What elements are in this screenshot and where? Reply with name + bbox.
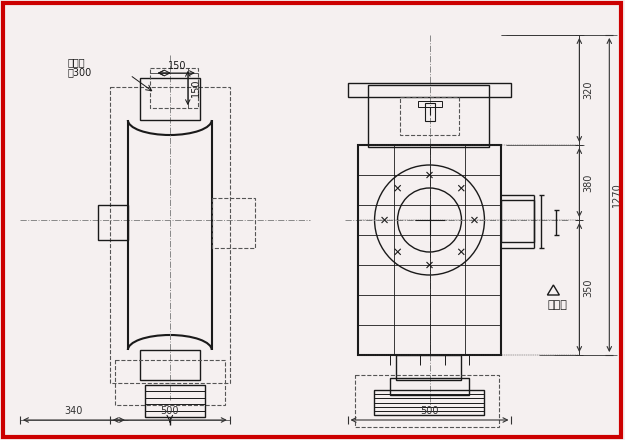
Bar	[140, 78, 200, 120]
Bar	[368, 85, 489, 147]
Bar	[212, 198, 255, 248]
Text: 380: 380	[583, 173, 593, 192]
Bar	[396, 355, 461, 380]
Text: 150: 150	[168, 61, 186, 71]
Text: 排风口: 排风口	[548, 300, 568, 310]
Text: 深300: 深300	[68, 67, 92, 77]
Bar	[145, 385, 205, 417]
Text: 150: 150	[191, 79, 201, 97]
Text: 500: 500	[420, 406, 439, 416]
Text: 预留孔: 预留孔	[68, 57, 86, 67]
Text: 1270: 1270	[612, 183, 622, 207]
Text: 340: 340	[65, 406, 83, 416]
Bar	[501, 200, 534, 242]
Text: 350: 350	[583, 278, 593, 297]
Bar	[354, 375, 499, 427]
Bar	[424, 103, 434, 121]
Bar	[150, 68, 198, 108]
Bar	[389, 378, 469, 395]
Bar	[115, 360, 225, 405]
Bar	[140, 350, 200, 380]
Bar	[399, 97, 459, 135]
Bar	[98, 205, 128, 240]
Bar	[348, 83, 511, 97]
Bar	[357, 145, 501, 355]
Bar	[374, 390, 484, 415]
Bar	[110, 87, 230, 383]
Text: 320: 320	[583, 81, 593, 99]
Bar	[418, 101, 441, 107]
Text: 500: 500	[161, 406, 179, 416]
